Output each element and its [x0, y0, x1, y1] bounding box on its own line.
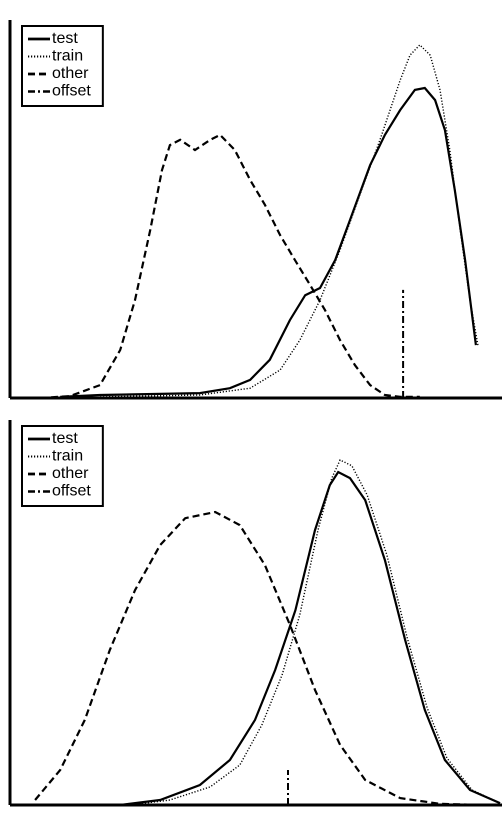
legend-label: other [52, 465, 89, 482]
legend-label: train [52, 448, 83, 465]
legend-box [21, 25, 104, 107]
series-line [60, 86, 477, 398]
series-line [99, 43, 479, 398]
legend-label: offset [52, 83, 91, 100]
legend-label: train [52, 48, 83, 65]
legend-label: test [52, 430, 78, 447]
series-line [39, 133, 420, 400]
legend-label: test [52, 30, 78, 47]
series-line [34, 510, 480, 807]
series-line [120, 470, 501, 807]
legend-label: offset [52, 483, 91, 500]
legend-label: other [52, 65, 89, 82]
series-line [129, 459, 501, 806]
